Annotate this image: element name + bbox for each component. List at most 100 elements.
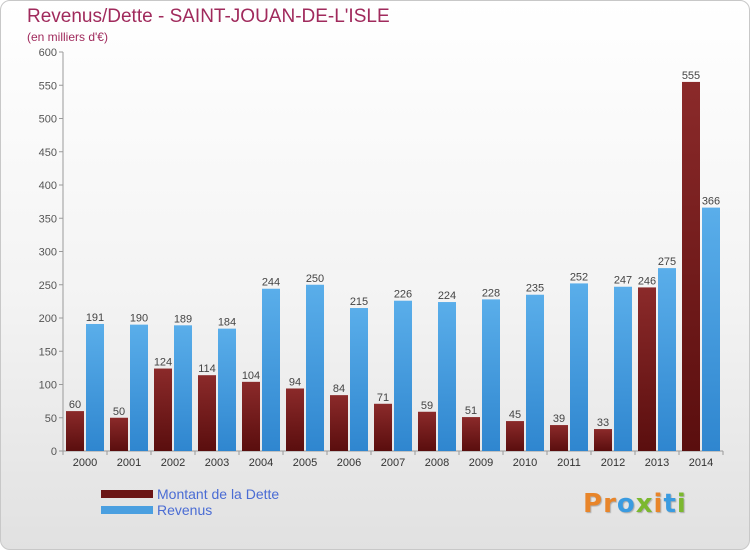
data-label-dette: 50 (113, 406, 125, 418)
y-tick-label: 500 (39, 114, 57, 126)
y-tick-label: 100 (39, 380, 57, 392)
data-label-revenus: 224 (438, 290, 456, 302)
bar-revenus (218, 328, 236, 451)
data-label-dette: 39 (553, 413, 565, 425)
data-label-dette: 59 (421, 400, 433, 412)
bar-revenus (526, 294, 544, 451)
bar-revenus (438, 302, 456, 451)
bar-dette (550, 425, 568, 451)
data-label-dette: 246 (638, 275, 656, 287)
data-label-dette: 104 (242, 370, 260, 382)
y-tick-label: 600 (39, 47, 57, 59)
legend: Montant de la Dette Revenus (101, 486, 279, 518)
legend-swatch-dette (101, 490, 153, 498)
data-label-revenus: 366 (702, 196, 720, 208)
bar-revenus (570, 283, 588, 451)
data-label-dette: 45 (509, 409, 521, 421)
y-tick-label: 200 (39, 313, 57, 325)
bar-dette (638, 287, 656, 451)
data-label-revenus: 244 (262, 277, 280, 289)
y-tick-label: 250 (39, 280, 57, 292)
data-label-revenus: 226 (394, 289, 412, 301)
bar-revenus (482, 299, 500, 451)
x-tick-label: 2004 (249, 457, 273, 469)
bar-dette (374, 403, 392, 451)
y-tick-label: 350 (39, 213, 57, 225)
logo-letter: i (676, 489, 687, 519)
bar-revenus (130, 324, 148, 451)
bar-dette (418, 411, 436, 451)
x-tick-label: 2001 (117, 457, 141, 469)
data-label-revenus: 247 (614, 275, 632, 287)
bar-revenus (174, 325, 192, 451)
x-tick-label: 2000 (73, 457, 97, 469)
data-label-dette: 555 (682, 70, 700, 82)
chart-subtitle: (en milliers d'€) (27, 30, 108, 44)
x-tick-label: 2008 (425, 457, 449, 469)
data-label-revenus: 250 (306, 273, 324, 285)
legend-item-dette: Montant de la Dette (101, 486, 279, 502)
x-tick-label: 2013 (645, 457, 669, 469)
bar-dette (110, 417, 128, 451)
bar-dette (66, 411, 84, 451)
data-label-dette: 33 (597, 417, 609, 429)
x-tick-label: 2006 (337, 457, 361, 469)
legend-label-revenus: Revenus (157, 502, 213, 518)
data-label-dette: 60 (69, 399, 81, 411)
bar-dette (682, 81, 700, 452)
proxiti-logo: Proxiti (583, 489, 687, 519)
bar-dette (198, 375, 216, 451)
logo-letter: o (616, 489, 636, 519)
legend-item-revenus: Revenus (101, 502, 279, 518)
bar-revenus (262, 288, 280, 451)
y-tick-label: 400 (39, 180, 57, 192)
bar-revenus (306, 284, 324, 451)
logo-letter: i (653, 489, 664, 519)
bar-revenus (350, 308, 368, 451)
data-label-revenus: 235 (526, 283, 544, 295)
y-tick-label: 450 (39, 147, 57, 159)
logo-letter: t (663, 489, 677, 519)
x-tick-label: 2005 (293, 457, 317, 469)
x-tick-label: 2010 (513, 457, 537, 469)
x-tick-label: 2002 (161, 457, 185, 469)
y-tick-label: 300 (39, 247, 57, 259)
bar-dette (242, 381, 260, 451)
chart-title: Revenus/Dette - SAINT-JOUAN-DE-L'ISLE (27, 6, 390, 27)
bar-dette (154, 368, 172, 451)
logo-letter: x (635, 489, 654, 519)
logo-letter: P (583, 489, 604, 519)
data-label-dette: 71 (377, 392, 389, 404)
data-label-revenus: 191 (86, 312, 104, 324)
data-label-revenus: 275 (658, 256, 676, 268)
y-tick-label: 0 (51, 446, 57, 458)
data-label-revenus: 252 (570, 271, 588, 283)
bar-revenus (702, 207, 720, 451)
legend-label-dette: Montant de la Dette (157, 486, 280, 502)
data-label-dette: 124 (154, 357, 172, 369)
bar-dette (462, 417, 480, 451)
x-tick-label: 2011 (557, 457, 581, 469)
data-label-dette: 94 (289, 376, 301, 388)
data-label-revenus: 190 (130, 313, 148, 325)
data-label-revenus: 189 (174, 313, 192, 325)
data-label-revenus: 215 (350, 296, 368, 308)
bar-dette (506, 421, 524, 451)
legend-swatch-revenus (101, 506, 153, 514)
data-label-dette: 114 (198, 363, 216, 375)
x-tick-label: 2009 (469, 457, 493, 469)
bar-dette (286, 388, 304, 451)
x-tick-label: 2014 (689, 457, 713, 469)
y-tick-label: 550 (39, 80, 57, 92)
bar-revenus (614, 286, 632, 451)
bar-dette (330, 395, 348, 451)
data-label-dette: 84 (333, 383, 345, 395)
bar-revenus (86, 323, 104, 451)
y-tick-label: 150 (39, 346, 57, 358)
y-tick-label: 50 (45, 413, 57, 425)
data-label-dette: 51 (465, 405, 477, 417)
x-tick-label: 2012 (601, 457, 625, 469)
data-label-revenus: 228 (482, 287, 500, 299)
